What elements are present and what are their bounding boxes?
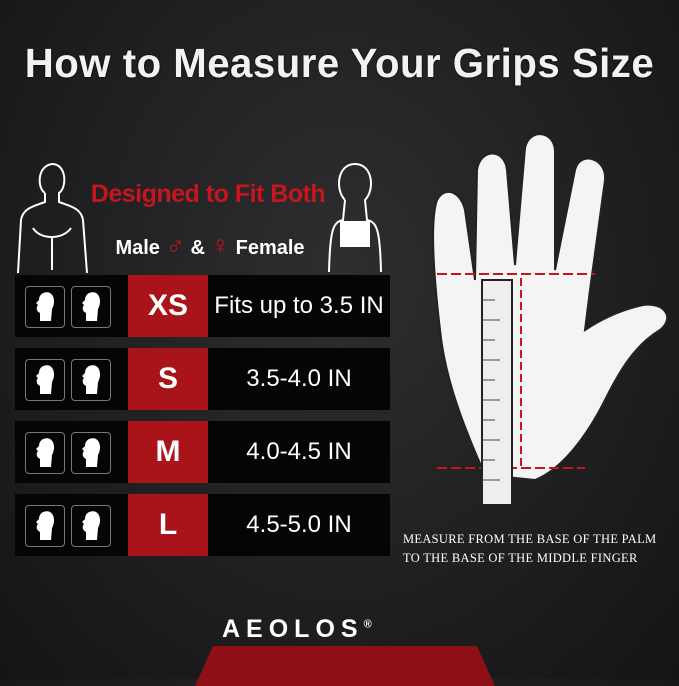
page-title: How to Measure Your Grips Size	[24, 40, 655, 86]
gender-icons	[25, 432, 111, 474]
hand-diagram	[432, 133, 669, 506]
female-label: Female	[235, 237, 305, 259]
male-head-icon	[25, 432, 65, 474]
male-head-icon	[25, 359, 65, 401]
size-row: M 4.0-4.5 IN	[15, 421, 390, 483]
size-range: 3.5-4.0 IN	[246, 365, 352, 392]
size-label: S	[128, 348, 208, 410]
size-row: XS Fits up to 3.5 IN	[15, 275, 390, 337]
size-range: 4.0-4.5 IN	[246, 438, 352, 465]
and-label: &	[190, 237, 205, 259]
measure-line-2: to the base of the middle finger	[403, 551, 638, 565]
size-label: XS	[128, 275, 208, 337]
male-head-icon	[25, 286, 65, 328]
size-label: M	[128, 421, 208, 483]
female-head-icon	[71, 432, 111, 474]
registered-mark: ®	[363, 618, 372, 631]
gender-line: Male ♂ & ♀ Female	[95, 230, 325, 261]
size-row: L 4.5-5.0 IN	[15, 494, 390, 556]
size-label: L	[128, 494, 208, 556]
brand-logo: AEOLOS®	[222, 615, 372, 644]
female-figure-icon	[328, 162, 382, 272]
gender-icons	[25, 286, 111, 328]
brand-name: AEOLOS	[222, 615, 364, 643]
measure-line-1: Measure from the base of the palm	[403, 532, 657, 546]
size-range: Fits up to 3.5 IN	[214, 292, 384, 319]
male-symbol-icon: ♂	[165, 230, 185, 260]
female-symbol-icon: ♀	[210, 230, 231, 260]
size-range: 4.5-5.0 IN	[246, 511, 352, 538]
female-head-icon	[71, 359, 111, 401]
size-row: S 3.5-4.0 IN	[15, 348, 390, 410]
male-label: Male	[115, 237, 160, 259]
female-head-icon	[71, 505, 111, 547]
gender-icons	[25, 505, 111, 547]
measure-instructions: Measure from the base of the palm to the…	[403, 530, 656, 568]
designed-heading: Designed to Fit Both	[90, 180, 326, 208]
male-figure-icon	[17, 162, 88, 273]
bottom-decoration	[195, 646, 495, 686]
gender-icons	[25, 359, 111, 401]
male-head-icon	[25, 505, 65, 547]
female-head-icon	[71, 286, 111, 328]
